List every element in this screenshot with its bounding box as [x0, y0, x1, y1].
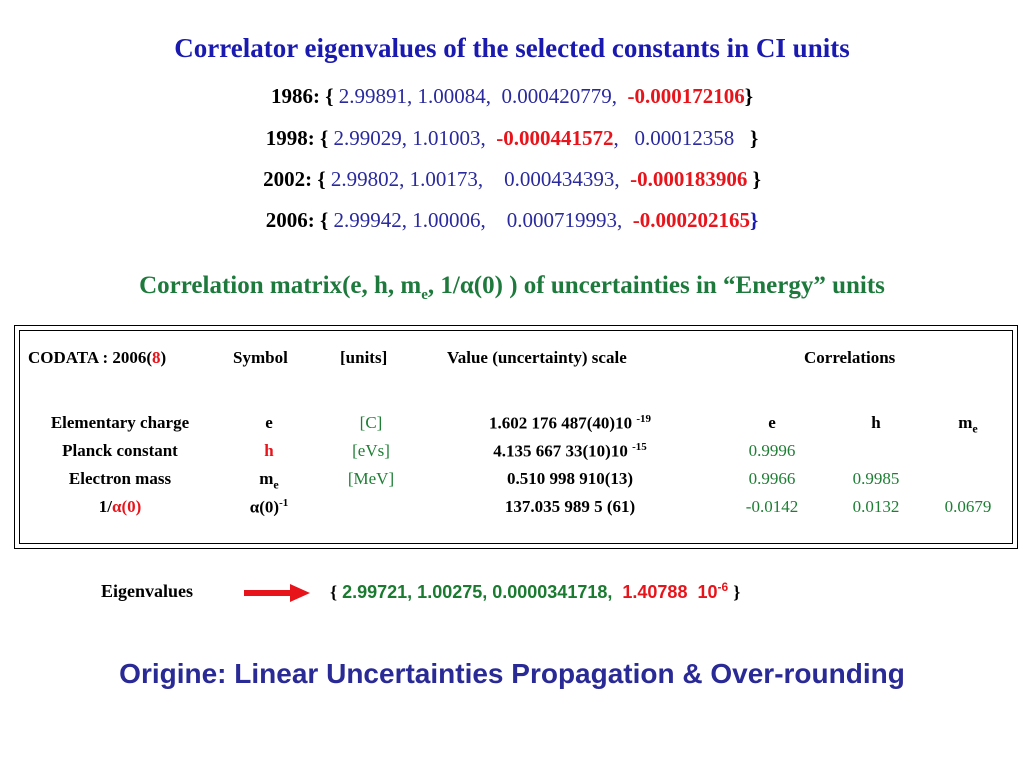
- corr-value: 0.9996: [748, 441, 796, 460]
- table-row-name: Electron mass: [68, 469, 172, 488]
- slide-title: Correlator eigenvalues of the selected c…: [174, 33, 850, 63]
- table-row-value: 4.135 667 33(10)10 -15: [493, 441, 647, 461]
- footer-conclusion: Origine: Linear Uncertainties Propagatio…: [119, 658, 905, 689]
- corr-value: -0.0142: [745, 497, 799, 516]
- table-row-name: Elementary charge: [50, 413, 190, 432]
- year-label: 2006:: [265, 208, 315, 232]
- year-label: 1998:: [265, 126, 315, 150]
- table-row-name: Planck constant: [62, 441, 178, 460]
- eigenvalues-label: Eigenvalues: [101, 581, 194, 601]
- table-row-value: 1.602 176 487(40)10 -19: [489, 413, 651, 433]
- header-correlations: Correlations: [804, 348, 896, 367]
- corr-value: 0.0679: [944, 497, 992, 516]
- eigenvalues-values: { 2.99721, 1.00275, 0.0000341718, 1.4078…: [330, 580, 741, 602]
- table-row-unit: [MeV]: [347, 469, 395, 488]
- year-line-1986: 1986: { 2.99891, 1.00084, 0.000420779, -…: [270, 84, 754, 108]
- header-symbol: Symbol: [233, 348, 288, 367]
- header-value: Value (uncertainty) scale: [447, 348, 627, 367]
- corr-value: 0.9985: [852, 469, 900, 488]
- correlation-subtitle: Correlation matrix(e, h, me, 1/α(0) ) of…: [139, 272, 885, 303]
- corr-value: 0.0132: [852, 497, 900, 516]
- arrow-right-icon: [244, 584, 310, 602]
- year-line-1998: 1998: { 2.99029, 1.01003, -0.000441572, …: [265, 126, 759, 150]
- table-row-unit: [C]: [359, 413, 383, 432]
- corr-header-h: h: [871, 413, 881, 432]
- corr-header-e: e: [768, 413, 776, 432]
- table-row-name: 1/α(0): [98, 497, 142, 516]
- table-row-symbol: α(0)-1: [249, 497, 289, 517]
- corr-header-me: me: [958, 413, 978, 436]
- year-line-2002: 2002: { 2.99802, 1.00173, 0.000434393, -…: [263, 167, 761, 191]
- table-row-value: 0.510 998 910(13): [506, 469, 634, 488]
- table-row-unit: [eVs]: [352, 441, 390, 460]
- year-label: 1986:: [270, 84, 320, 108]
- table-frame-inner: [19, 330, 1013, 544]
- table-frame-outer: [14, 325, 1018, 549]
- year-label: 2002:: [263, 167, 313, 191]
- year-line-2006: 2006: { 2.99942, 1.00006, 0.000719993, -…: [265, 208, 759, 232]
- header-units: [units]: [340, 348, 388, 367]
- table-row-value: 137.035 989 5 (61): [504, 497, 636, 516]
- corr-value: 0.9966: [748, 469, 796, 488]
- table-row-symbol: h: [264, 441, 274, 460]
- header-codata: CODATA : 2006(8): [28, 348, 167, 367]
- table-row-symbol: e: [265, 413, 273, 432]
- table-row-symbol: me: [259, 469, 279, 492]
